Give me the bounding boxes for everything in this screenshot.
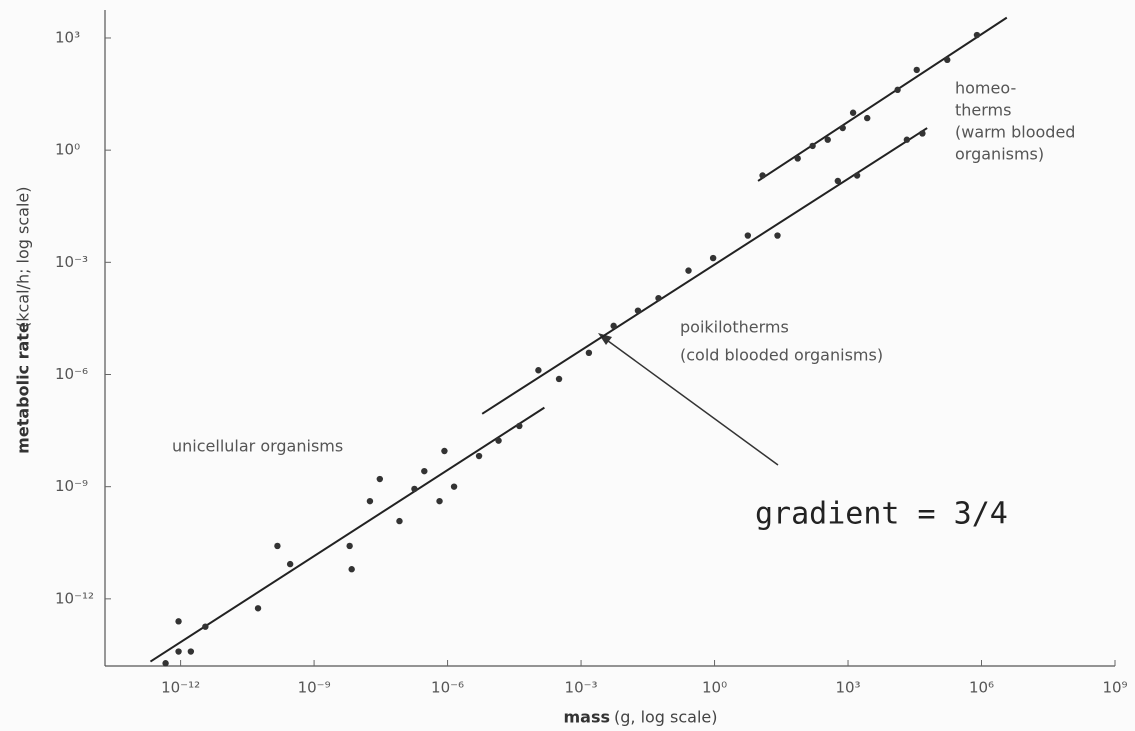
y-tick-label: 10⁻¹² [55, 589, 94, 607]
data-point [944, 57, 950, 63]
y-tick-label: 10⁻³ [55, 253, 88, 271]
data-point [287, 561, 293, 567]
data-point [346, 543, 352, 549]
data-point [610, 323, 616, 329]
annotation: (cold blooded organisms) [680, 346, 883, 365]
data-point [202, 623, 208, 629]
x-tick-label: 10⁻⁶ [431, 679, 464, 697]
data-point [759, 172, 765, 178]
data-point [255, 605, 261, 611]
data-point [894, 87, 900, 93]
x-tick-label: 10⁶ [969, 679, 994, 697]
x-tick-label: 10³ [835, 679, 860, 697]
data-point [854, 172, 860, 178]
y-tick-label: 10⁰ [55, 141, 80, 159]
fit-line [482, 128, 927, 414]
y-axis-label-group: metabolic rate (kcal/h; log scale) [14, 186, 33, 453]
data-point [835, 178, 841, 184]
chart: mass (g, log scale) metabolic rate (kcal… [0, 0, 1135, 731]
data-point [685, 267, 691, 273]
data-point [914, 67, 920, 73]
y-tick-label: 10⁻⁶ [55, 365, 88, 383]
data-point [655, 295, 661, 301]
data-point [745, 232, 751, 238]
data-point [635, 307, 641, 313]
y-axis-unit: (kcal/h; log scale) [14, 186, 33, 328]
x-tick-label: 10⁰ [702, 679, 727, 697]
data-point [411, 486, 417, 492]
data-point [436, 498, 442, 504]
data-point [377, 476, 383, 482]
data-point [774, 232, 780, 238]
data-point [495, 437, 501, 443]
data-point [348, 566, 354, 572]
data-point [421, 468, 427, 474]
x-tick-label: 10⁹ [1102, 679, 1127, 697]
data-point [535, 367, 541, 373]
data-point [516, 423, 522, 429]
data-point [441, 448, 447, 454]
x-tick-label: 10⁻⁹ [298, 679, 331, 697]
data-point [710, 255, 716, 261]
annotation: organisms) [955, 145, 1044, 164]
data-point [809, 143, 815, 149]
annotation: gradient = 3/4 [755, 497, 1008, 532]
data-point [850, 110, 856, 116]
data-point [795, 155, 801, 161]
data-point [396, 518, 402, 524]
x-axis-unit: (g, log scale) [614, 708, 718, 727]
data-point [586, 350, 592, 356]
data-point [162, 660, 168, 666]
annotation: therms [955, 101, 1011, 120]
data-point [451, 483, 457, 489]
data-point [175, 648, 181, 654]
x-tick-label: 10⁻¹² [161, 679, 200, 697]
data-point [476, 453, 482, 459]
y-axis-label: metabolic rate [14, 322, 33, 454]
data-point [840, 125, 846, 131]
data-point [274, 543, 280, 549]
data-point [919, 130, 925, 136]
data-point [974, 32, 980, 38]
annotation: poikilotherms [680, 318, 789, 337]
data-point [175, 618, 181, 624]
data-point [367, 498, 373, 504]
data-point [188, 648, 194, 654]
data-point [864, 115, 870, 121]
annotation: (warm blooded [955, 123, 1075, 142]
x-tick-label: 10⁻³ [565, 679, 598, 697]
data-point [904, 137, 910, 143]
x-axis-label: mass [563, 708, 610, 727]
annotation: unicellular organisms [172, 437, 343, 456]
annotation: homeo- [955, 79, 1016, 98]
data-point [556, 376, 562, 382]
y-tick-label: 10³ [55, 28, 80, 46]
y-tick-label: 10⁻⁹ [55, 477, 88, 495]
data-point [825, 137, 831, 143]
